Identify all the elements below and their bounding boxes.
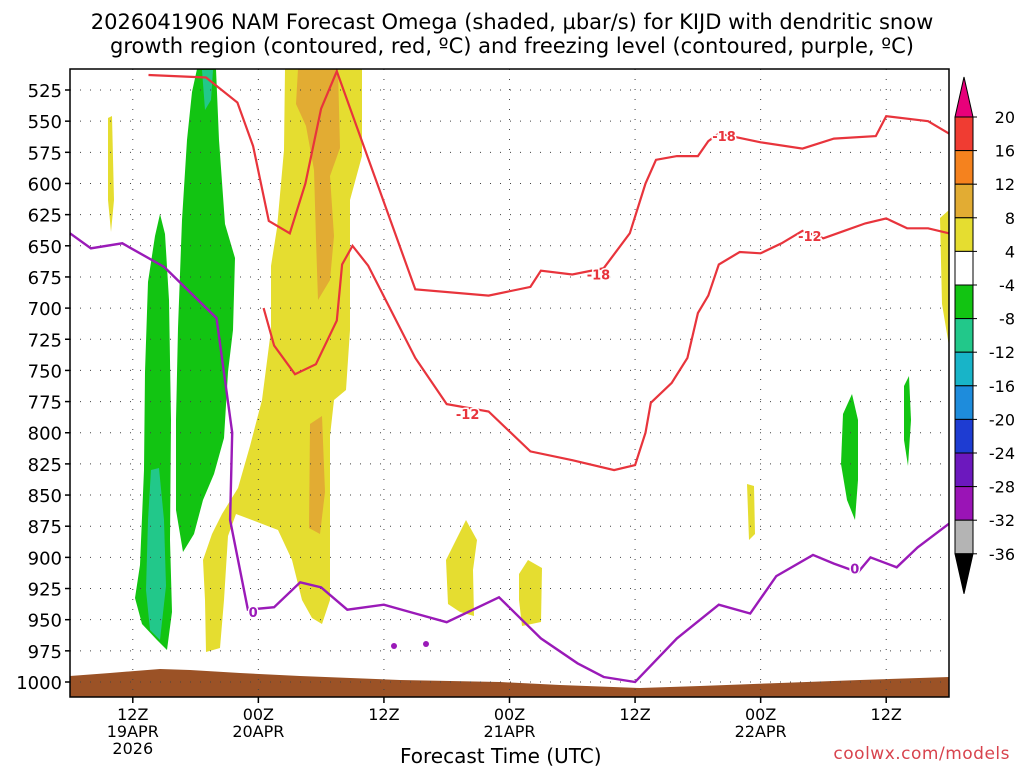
contour-label: 0	[850, 563, 859, 578]
y-tick-label: 950	[28, 611, 62, 632]
y-tick-label: 600	[28, 174, 62, 195]
omega-region-7	[841, 394, 858, 520]
contour-label: -18	[587, 268, 611, 283]
omega-region-9	[446, 520, 477, 616]
colorbar: 20 16 12 8 4 -4 -8 -12 -16 -20 -24 -28 -32 -36	[954, 76, 1015, 594]
y-tick-label: 875	[28, 517, 62, 538]
x-tick-label: 12Z	[871, 705, 902, 724]
omega-region-5	[296, 69, 340, 300]
y-tick-label: 850	[28, 486, 62, 507]
colorbar-segment	[954, 351, 974, 387]
x-tick-label: 12Z	[619, 705, 650, 724]
contour-layer	[69, 68, 950, 684]
omega-shading-layer	[70, 69, 949, 697]
x-tick-year: 2026	[112, 739, 153, 758]
colorbar-label: -32	[989, 511, 1015, 530]
colorbar-label: -36	[989, 545, 1015, 564]
colorbar-segment	[954, 150, 974, 185]
colorbar-label: -16	[989, 377, 1015, 396]
colorbar-label: -24	[989, 444, 1015, 463]
y-tick-label: 825	[28, 455, 62, 476]
x-tick-date: 22APR	[735, 722, 787, 741]
omega-region-11	[747, 484, 755, 540]
freezing-level-dot	[423, 641, 429, 647]
x-tick-label: 00Z	[745, 705, 776, 724]
y-tick-label: 725	[28, 330, 62, 351]
isotherm-minus12-line	[262, 217, 950, 472]
omega-region-6	[309, 416, 325, 534]
colorbar-label: 20	[995, 108, 1015, 127]
omega-region-12	[108, 116, 114, 232]
colorbar-label: 4	[1005, 242, 1015, 261]
colorbar-segment	[954, 318, 974, 353]
y-tick-label: 800	[28, 424, 62, 445]
y-tick-label: 1000	[16, 673, 62, 694]
colorbar-segment	[954, 116, 974, 152]
contour-label: -18	[712, 130, 736, 145]
x-tick-date: 20APR	[232, 722, 284, 741]
y-tick-label: 575	[28, 143, 62, 164]
y-tick-label: 700	[28, 299, 62, 320]
contour-label: -12	[798, 230, 822, 245]
y-tick-label: 900	[28, 548, 62, 569]
y-tick-label: 625	[28, 206, 62, 227]
colorbar-label: 8	[1005, 209, 1015, 228]
colorbar-segment	[954, 183, 974, 219]
omega-region-10	[519, 560, 542, 626]
colorbar-segment	[954, 452, 974, 488]
colorbar-segment	[954, 519, 974, 555]
y-tick-label: 675	[28, 268, 62, 289]
colorbar-segment	[954, 418, 974, 454]
omega-region-8	[904, 376, 911, 466]
x-tick-label: 00Z	[243, 705, 274, 724]
y-tick-label: 650	[28, 237, 62, 258]
x-tick-label: 12Z	[117, 705, 148, 724]
freezing-level-line	[69, 232, 950, 684]
contour-label-layer: -18 -18 -12 -12 0 0	[247, 129, 861, 623]
colorbar-label: 12	[995, 175, 1015, 194]
omega-region-13	[940, 210, 949, 346]
isotherm-minus18-line	[148, 68, 950, 297]
colorbar-segment	[954, 217, 974, 252]
colorbar-segment	[954, 385, 974, 420]
terrain-fill	[70, 669, 949, 697]
colorbar-label: -20	[989, 410, 1015, 429]
colorbar-label: -28	[989, 478, 1015, 497]
x-axis-title: Forecast Time (UTC)	[400, 744, 602, 768]
y-tick-label: 525	[28, 81, 62, 102]
colorbar-label: -12	[989, 343, 1015, 362]
freezing-level-dot	[391, 643, 397, 649]
omega-region-1	[146, 468, 166, 640]
site-credit: coolwx.com/models	[833, 744, 1010, 764]
axes-layer: 525 550 575 600 625 650 675 700 725 750 775 800 825 8…	[16, 68, 950, 758]
contour-label: 0	[249, 606, 258, 621]
omega-region-2	[176, 69, 235, 552]
colorbar-label: -8	[999, 310, 1015, 329]
y-tick-label: 750	[28, 361, 62, 382]
y-tick-label: 975	[28, 642, 62, 663]
y-tick-label: 550	[28, 112, 62, 133]
contour-label: -12	[456, 408, 480, 423]
x-tick-date: 21APR	[483, 722, 535, 741]
chart-title-line-2: growth region (contoured, red, ºC) and f…	[110, 34, 914, 58]
colorbar-segment	[954, 250, 974, 286]
colorbar-label: -4	[999, 276, 1015, 295]
colorbar-top-arrow	[954, 76, 974, 118]
x-tick-label: 00Z	[494, 705, 525, 724]
chart-title-line-1: 2026041906 NAM Forecast Omega (shaded, µ…	[90, 10, 934, 34]
colorbar-segment	[954, 284, 974, 320]
y-tick-label: 775	[28, 393, 62, 414]
colorbar-bottom-arrow	[954, 553, 974, 594]
x-tick-label: 12Z	[368, 705, 399, 724]
colorbar-label: 16	[995, 142, 1015, 161]
colorbar-segment	[954, 486, 974, 521]
x-tick-date: 19APR	[107, 722, 159, 741]
y-tick-label: 925	[28, 580, 62, 601]
